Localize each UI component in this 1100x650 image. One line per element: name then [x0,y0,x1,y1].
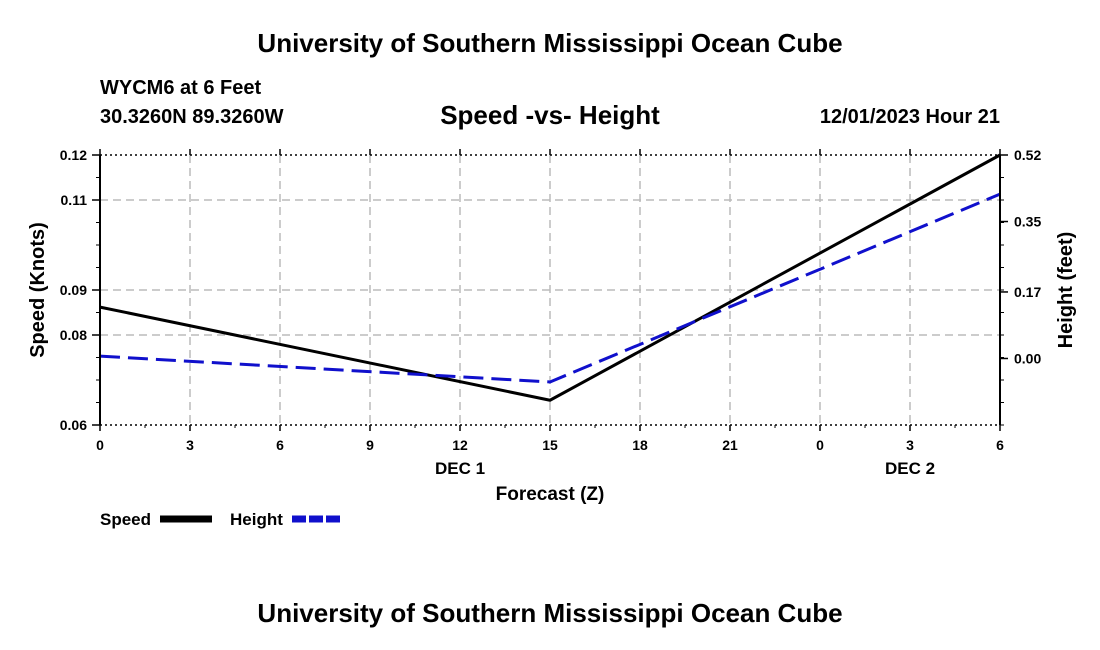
y-left-tick-label: 0.06 [60,417,87,433]
grid [100,155,1000,425]
x-tick-label: 15 [542,437,558,453]
axis-labels: 0 3 6 9 12 15 18 21 0 3 6 DEC 1 DEC 2 Forecast (Z) 0.0… [27,147,1077,505]
station-label: WYCM6 at 6 Feet [100,77,262,99]
series-line-speed [99,153,1001,402]
x-tick-label: 6 [996,437,1004,453]
coordinates-label: 30.3260N 89.3260W [100,106,284,128]
date-label: DEC 2 [885,459,935,478]
x-tick-label: 21 [722,437,738,453]
legend-label-speed: Speed [100,510,151,529]
y-right-tick-label: 0.35 [1014,214,1041,230]
y-right-tick-label: 0.52 [1014,147,1041,163]
x-tick-label: 6 [276,437,284,453]
x-axis-title: Forecast (Z) [496,484,605,505]
axis-ticks [92,149,1008,431]
y-right-axis-title: Height (feet) [1055,232,1077,349]
legend: Speed Height [100,510,342,529]
y-left-tick-label: 0.08 [60,327,87,343]
x-tick-label: 0 [816,437,824,453]
x-tick-label: 3 [186,437,194,453]
x-tick-label: 12 [452,437,468,453]
x-tick-label: 3 [906,437,914,453]
date-label: DEC 1 [435,459,485,478]
y-right-tick-label: 0.17 [1014,284,1041,300]
forecast-datetime: 12/01/2023 Hour 21 [819,106,1000,128]
page-title: University of Southern Mississippi Ocean… [257,28,843,58]
legend-label-height: Height [230,510,283,529]
series-line-height [99,192,1001,384]
footer-title: University of Southern Mississippi Ocean… [257,598,843,628]
y-left-tick-label: 0.12 [60,147,87,163]
x-tick-label: 9 [366,437,374,453]
y-left-tick-label: 0.11 [61,192,88,208]
y-right-tick-label: 0.00 [1014,350,1041,366]
x-tick-label: 0 [96,437,104,453]
series-lines [99,153,1001,402]
y-left-axis-title: Speed (Knots) [27,222,49,358]
y-left-tick-label: 0.09 [60,282,87,298]
chart-title: Speed -vs- Height [440,100,660,130]
x-tick-label: 18 [632,437,648,453]
